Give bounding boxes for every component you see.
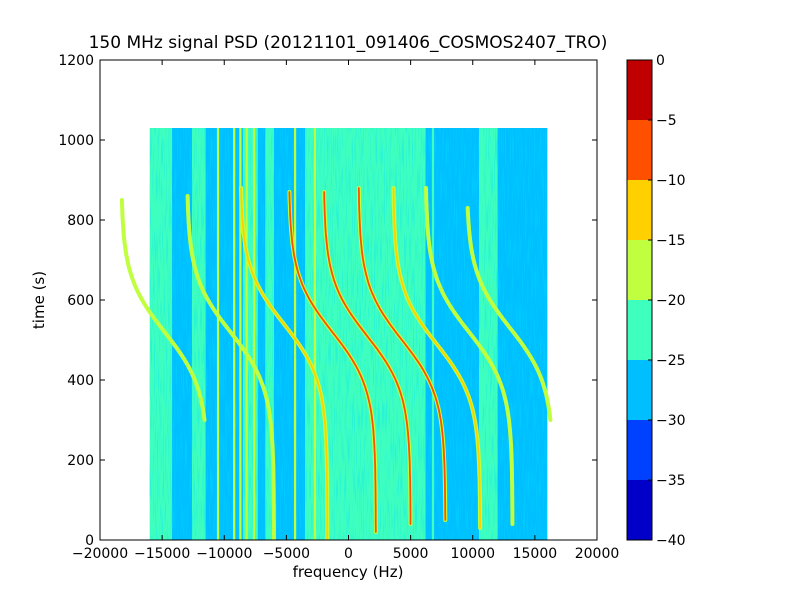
doppler-track (240, 187, 329, 540)
colorbar-segment (627, 360, 652, 420)
x-tick-label: −15000 (134, 546, 190, 562)
x-tick-label: −10000 (196, 546, 252, 562)
x-tick-label: −5000 (263, 546, 310, 562)
colorbar-segment (627, 300, 652, 360)
plot-area: −20000 −15000 −10000 −5000 0 5000 10000 15000 20… (58, 53, 619, 562)
doppler-track (466, 207, 552, 421)
x-axis-ticks: −20000 −15000 −10000 −5000 0 5000 10000 15000 20… (72, 60, 619, 562)
x-tick-label: 10000 (450, 546, 495, 562)
doppler-track (186, 195, 275, 540)
y-tick-label: 800 (67, 213, 94, 229)
doppler-track (323, 191, 412, 525)
y-tick-label: 1200 (58, 53, 94, 69)
colorbar-tick-label: −30 (656, 413, 686, 429)
heatmap-image (119, 128, 553, 540)
y-tick-label: 200 (67, 453, 94, 469)
x-tick-label: 15000 (513, 546, 558, 562)
y-tick-label: 600 (67, 293, 94, 309)
doppler-track (392, 187, 482, 529)
colorbar-segment (627, 480, 652, 540)
colorbar-tick-label: −40 (656, 533, 686, 549)
x-tick-label: 0 (344, 546, 353, 562)
y-tick-label: 1000 (58, 133, 94, 149)
y-axis-label: time (s) (30, 271, 48, 329)
colorbar-segment (627, 420, 652, 480)
x-axis-label: frequency (Hz) (293, 563, 404, 581)
doppler-track (121, 199, 206, 421)
colorbar-tick-label: −25 (656, 353, 686, 369)
x-tick-label: 20000 (575, 546, 620, 562)
colorbar-tick-label: −5 (656, 113, 677, 129)
colorbar-tick-label: −35 (656, 473, 686, 489)
colorbar: 0 −5 −10 −15 −20 −25 −30 −35 −40 (626, 53, 686, 549)
y-axis-ticks: 0 200 400 600 800 1000 1200 (58, 53, 597, 549)
chart-title: 150 MHz signal PSD (20121101_091406_COSM… (89, 33, 608, 53)
y-tick-label: 0 (85, 533, 94, 549)
x-tick-label: 5000 (393, 546, 429, 562)
x-tick-label: −20000 (72, 546, 128, 562)
colorbar-segment (627, 60, 652, 120)
doppler-track (425, 187, 514, 525)
doppler-track (288, 191, 377, 533)
colorbar-segment (627, 180, 652, 240)
colorbar-segment (627, 120, 652, 180)
noise-texture (149, 128, 548, 540)
y-tick-label: 400 (67, 373, 94, 389)
doppler-track (357, 187, 447, 521)
colorbar-segment (627, 240, 652, 300)
colorbar-tick-label: −10 (656, 173, 686, 189)
colorbar-tick-label: −20 (656, 293, 686, 309)
colorbar-tick-label: 0 (656, 53, 665, 69)
colorbar-tick-label: −15 (656, 233, 686, 249)
